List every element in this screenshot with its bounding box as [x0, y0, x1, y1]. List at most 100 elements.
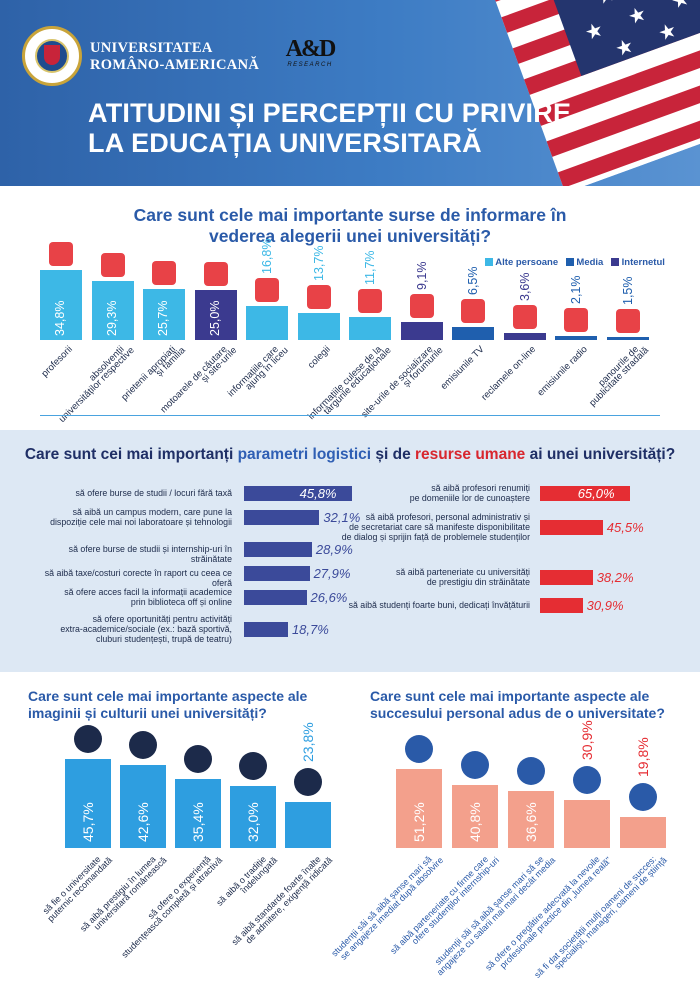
online-ad-icon	[512, 304, 537, 329]
source-bar-3	[143, 288, 185, 340]
legend-alte: Alte persoane	[495, 257, 559, 268]
university-line-2: ROMÂNO-AMERICANĂ	[90, 57, 260, 73]
legend-media: Media	[576, 257, 604, 268]
mountain-flag-icon	[294, 767, 322, 796]
hr-label-line: de secretariat care să manifeste disponi…	[349, 522, 530, 532]
hr-bar-4	[540, 598, 583, 613]
section1-title: Care sunt cele mai importante surse de i…	[133, 205, 567, 246]
source-bar-5	[246, 306, 288, 340]
success-value-4: 30,9%	[579, 720, 595, 761]
colleagues-icon	[306, 284, 331, 309]
tree-icon	[239, 751, 267, 780]
image-bar-4	[230, 785, 276, 848]
social-network-icon	[409, 293, 434, 318]
running-briefcase-icon	[405, 734, 433, 763]
svg-text:★: ★	[593, 0, 618, 10]
section1-chart: 34,8% profesorii 29,3% absolvenții universit…	[0, 0, 700, 430]
source-bar-10	[503, 332, 546, 340]
family-icon	[152, 260, 176, 285]
org-chart-icon	[629, 783, 657, 812]
section2-band	[0, 430, 700, 672]
money-bag-icon	[517, 757, 545, 786]
image-label-1: să fie o universitate	[41, 854, 104, 916]
hr-label-line: de dialog și sprijin față de problemele …	[341, 532, 530, 542]
source-bar-12	[606, 337, 649, 340]
logistic-bar-3	[244, 542, 312, 557]
legend-media-icon	[565, 258, 574, 267]
logistic-label-line: să aibă un campus modern, care pune la	[72, 507, 232, 517]
logistic-bar-6	[244, 622, 288, 637]
university-seal-icon	[22, 26, 82, 86]
source-bar-1	[40, 270, 82, 340]
logistic-label-5: să ofere acces facil la informații acade…	[42, 587, 232, 607]
hr-label-3: să aibă parteneriate cu universități de p…	[340, 567, 530, 587]
logistic-label-line: să ofere acces facil la informații acade…	[64, 587, 232, 597]
image-bar-2	[120, 764, 166, 848]
logistic-label-line: cluburi studențești, trupă de teatru)	[96, 634, 232, 644]
romania-map-icon	[129, 730, 157, 759]
logistic-bar-2	[244, 510, 320, 525]
source-bar-2	[91, 281, 134, 340]
page-title-line-1: ATITUDINI ȘI PERCEPȚII CU PRIVIRE	[88, 98, 572, 128]
success-label-5: specialiști, manageri, oameni de știință	[552, 855, 670, 972]
source-bar-9	[452, 327, 494, 340]
hr-label-4: să aibă studenți foarte buni, dedicați î…	[340, 600, 530, 610]
section2-title: Care sunt cei mai importanți parametri l…	[24, 446, 676, 463]
logistic-label-line: extra-academice/sociale (ex.: bază sport…	[60, 624, 232, 634]
hr-value-3: 38,2%	[596, 570, 634, 585]
success-bar-5	[620, 817, 666, 848]
section2-chart: să ofere burse de studii / locuri fără t…	[42, 483, 644, 644]
logistic-value-2: 32,1%	[323, 510, 361, 525]
source-bar-4	[194, 290, 237, 340]
audience-icon	[184, 744, 212, 773]
section1-divider	[40, 415, 660, 416]
logistic-label-4: să aibă taxe/costuri corecte în raport c…	[42, 568, 232, 588]
target-icon	[573, 766, 601, 795]
hr-value-4: 30,9%	[586, 598, 624, 613]
image-value-3: 35,4%	[190, 802, 206, 842]
legend-internet-icon	[610, 258, 619, 267]
success-bar-1	[396, 768, 442, 848]
image-label-5: să aibă standarde foarte înalte	[230, 854, 324, 948]
image-value-1: 45,7%	[80, 802, 96, 842]
teacher-icon	[49, 242, 73, 267]
image-value-5: 23,8%	[300, 721, 316, 762]
hr-label-line: să aibă profesori, personal administrati…	[365, 512, 530, 522]
hr-label-line: să aibă studenți foarte buni, dedicați î…	[348, 600, 530, 610]
logistic-value-3: 28,9%	[315, 542, 353, 557]
image-bar-3	[175, 778, 221, 848]
hr-bar-1	[540, 486, 630, 501]
logistic-label-2: să aibă un campus modern, care pune la di…	[42, 507, 232, 527]
hr-label-line: de prestigiu din străinătate	[426, 577, 530, 587]
hr-bar-3	[540, 570, 593, 585]
page-title: ATITUDINI ȘI PERCEPȚII CU PRIVIRE LA EDU…	[88, 98, 571, 158]
hr-label-1: să aibă profesori renumiți pe domeniile l…	[340, 483, 530, 503]
logistic-label-3: să ofere burse de studii și internship-u…	[42, 544, 232, 564]
legend-internet: Internetul	[621, 257, 665, 268]
logistic-label-6: să ofere oportunități pentru activități e…	[42, 614, 232, 644]
logistic-value-5: 26,6%	[310, 590, 348, 605]
source-bar-11	[555, 335, 597, 340]
success-value-2: 40,8%	[467, 802, 483, 842]
university-line-1: UNIVERSITATEA	[90, 40, 213, 56]
success-bar-4	[564, 800, 610, 848]
hr-label-line: să aibă profesori renumiți	[431, 483, 530, 493]
partner-logo: A&D RESEARCH	[285, 36, 337, 68]
us-flag-icon: ★★★★ ★★★ ★★★★ ★★★	[490, 0, 700, 186]
brochure-icon	[255, 278, 279, 303]
logistic-label-1: să ofere burse de studii / locuri fără t…	[42, 488, 232, 498]
billboard-icon	[615, 309, 640, 333]
logistic-label-line: dispoziție cele mai noi laboratoare și t…	[50, 517, 232, 527]
image-bar-5	[285, 801, 331, 848]
hr-label-line: pe domeniile lor de cunoaștere	[409, 493, 530, 503]
legend-alte-icon	[485, 258, 493, 267]
logistic-label-line: prin biblioteca off și online	[130, 597, 232, 607]
success-bar-3	[508, 791, 554, 848]
university-name: UNIVERSITATEA ROMÂNO-AMERICANĂ	[90, 40, 259, 74]
hr-bar-2	[540, 520, 603, 535]
success-bar-2	[452, 784, 498, 848]
star-badge-icon	[74, 724, 102, 753]
header-banner: ★★★★ ★★★ ★★★★ ★★★ UNIVERSITATEA ROMÂNO-A…	[0, 0, 700, 186]
hr-value-1: 65,0%	[577, 486, 615, 501]
